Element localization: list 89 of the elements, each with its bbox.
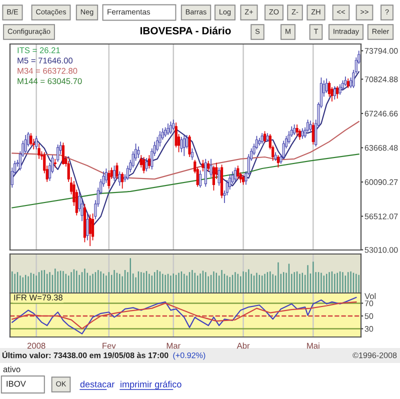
chart-title: IFR W=79.38 bbox=[14, 294, 62, 300]
y-tick-label: 56512.07 bbox=[364, 214, 398, 220]
candlestick bbox=[121, 172, 124, 190]
candlestick bbox=[328, 80, 331, 98]
candlestick bbox=[104, 168, 108, 184]
candlestick bbox=[312, 122, 314, 145]
candlestick bbox=[309, 120, 312, 132]
text: ativo bbox=[3, 366, 20, 372]
candlestick bbox=[301, 128, 304, 140]
candlestick bbox=[174, 122, 178, 148]
candlestick bbox=[344, 76, 347, 87]
text: M34 = 66372.80 bbox=[18, 68, 78, 74]
candlestick bbox=[56, 144, 60, 162]
y-tick-label: 67246.66 bbox=[364, 110, 398, 116]
candlestick bbox=[212, 165, 216, 191]
candlestick bbox=[207, 160, 210, 172]
x-tick-label: Mai bbox=[307, 342, 320, 349]
candlestick bbox=[112, 165, 116, 182]
line-series bbox=[12, 301, 357, 330]
x-tick-label: Fev bbox=[102, 342, 116, 349]
candlestick bbox=[346, 78, 350, 88]
y-tick-label: 60090.27 bbox=[364, 179, 398, 185]
candlestick bbox=[236, 165, 240, 180]
candlestick bbox=[180, 136, 183, 153]
candlestick bbox=[169, 121, 172, 134]
y-tick-label: 30 bbox=[364, 326, 374, 332]
candlestick bbox=[202, 159, 204, 172]
candlestick bbox=[24, 134, 27, 154]
candlestick bbox=[172, 119, 175, 131]
text: Último valor: 73438.00 em 19/05/08 às 17:00 bbox=[2, 350, 168, 358]
candlestick bbox=[263, 130, 266, 144]
candlestick bbox=[142, 156, 146, 174]
text: destacar bbox=[80, 380, 114, 388]
text: ©1996-2008 bbox=[352, 352, 397, 358]
text: imprimir gráfico bbox=[120, 380, 182, 390]
candlestick bbox=[190, 148, 194, 160]
candlestick bbox=[54, 158, 56, 168]
candlestick bbox=[325, 78, 328, 94]
candlestick bbox=[234, 167, 237, 182]
y-axis-title: Vol bbox=[364, 293, 376, 300]
y-tick-label: 70824.88 bbox=[364, 76, 398, 82]
x-tick-label: Abr bbox=[236, 342, 250, 349]
candlestick bbox=[145, 158, 148, 172]
candlestick bbox=[164, 126, 167, 138]
x-tick-label: 2008 bbox=[27, 342, 46, 349]
candlestick bbox=[86, 212, 89, 241]
y-tick-label: 63668.48 bbox=[364, 145, 398, 151]
candlestick bbox=[30, 132, 32, 146]
candlestick bbox=[198, 170, 202, 188]
candlestick bbox=[282, 140, 285, 160]
y-tick-label: 50 bbox=[364, 313, 374, 319]
annotation: ITS = 26.21 bbox=[18, 47, 60, 54]
text: IBOV bbox=[6, 380, 26, 387]
candlestick bbox=[288, 130, 290, 144]
candlestick bbox=[218, 167, 220, 186]
candlestick bbox=[148, 154, 151, 169]
y-tick-label: 53010.00 bbox=[364, 247, 398, 253]
candlestick bbox=[35, 136, 38, 150]
candlestick bbox=[137, 146, 140, 158]
text: M144 = 63045.70 bbox=[18, 78, 82, 84]
candlestick bbox=[204, 158, 207, 188]
candlestick bbox=[276, 154, 280, 168]
candlestick bbox=[166, 123, 170, 136]
text: (+0.92%) bbox=[173, 352, 206, 360]
candlestick bbox=[242, 174, 245, 186]
candlestick bbox=[210, 158, 212, 178]
x-tick-label: Mar bbox=[166, 342, 180, 349]
candlestick bbox=[108, 170, 110, 190]
chart-title: IBOVESPA - Diário bbox=[140, 26, 231, 34]
candlestick bbox=[182, 134, 186, 156]
candlestick bbox=[296, 124, 298, 136]
y-tick-label: 73794.00 bbox=[364, 48, 398, 54]
line-series bbox=[12, 121, 360, 180]
candlestick bbox=[88, 214, 92, 246]
candlestick bbox=[38, 143, 40, 160]
candlestick bbox=[62, 142, 65, 166]
text: M5 = 71646.00 bbox=[18, 58, 73, 64]
candlestick bbox=[298, 128, 302, 140]
candlestick bbox=[293, 124, 296, 136]
candlestick bbox=[338, 84, 342, 96]
candlestick bbox=[118, 170, 121, 186]
candlestick bbox=[116, 162, 118, 180]
y-tick-label: 70 bbox=[364, 300, 374, 306]
line-series bbox=[12, 154, 360, 208]
candlestick bbox=[333, 86, 336, 100]
candlestick bbox=[260, 132, 264, 144]
candlestick bbox=[188, 134, 191, 158]
candlestick bbox=[336, 86, 339, 100]
line-series bbox=[12, 296, 357, 334]
